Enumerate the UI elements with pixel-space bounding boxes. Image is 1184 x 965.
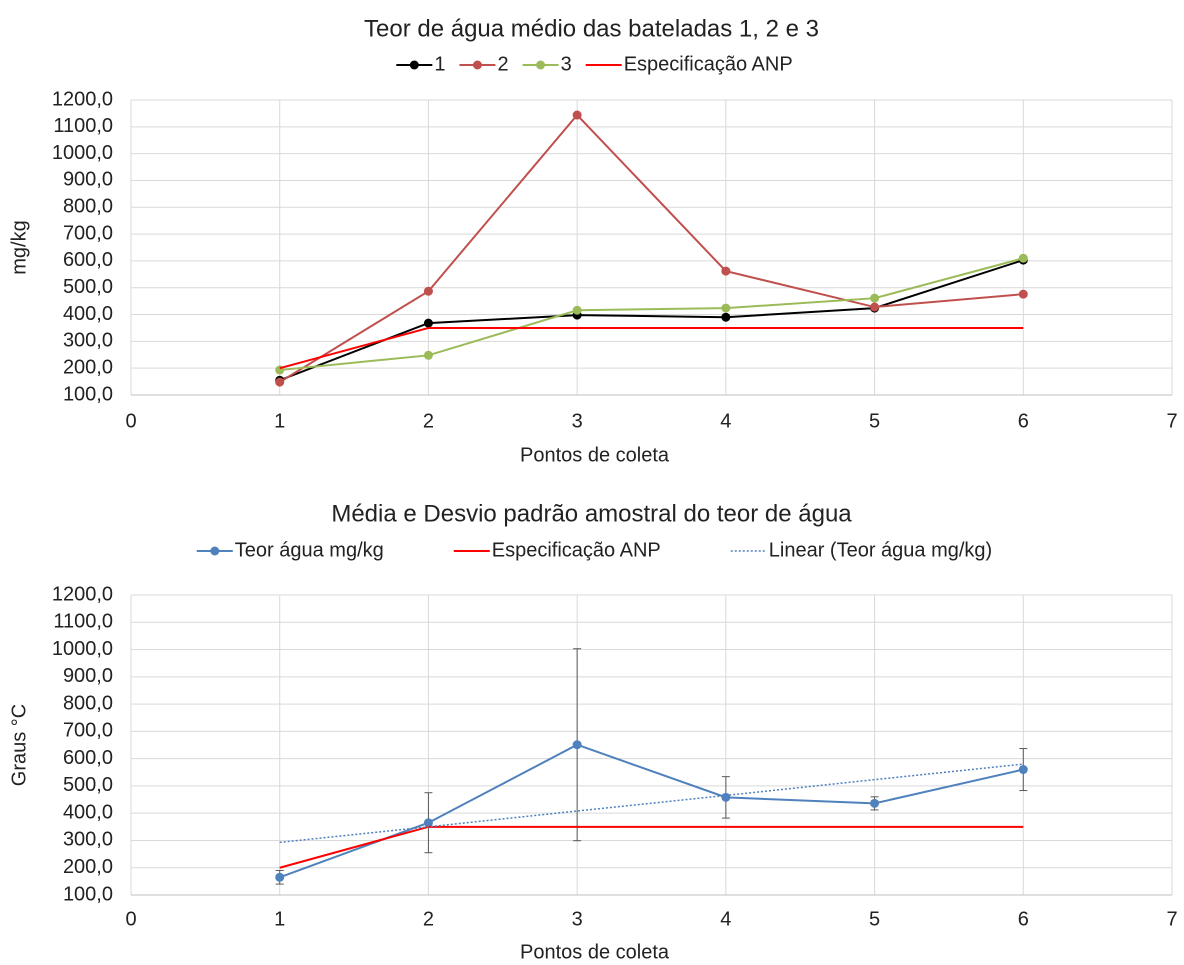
y-tick-label: 100,0 — [63, 883, 113, 905]
data-point — [870, 302, 880, 312]
series-line — [279, 825, 1024, 869]
data-point — [423, 818, 433, 828]
y-tick-label: 900,0 — [63, 169, 113, 191]
y-axis-label: Graus °C — [8, 704, 30, 786]
legend-item: Teor água mg/kg — [196, 539, 384, 561]
legend-marker — [472, 60, 482, 70]
y-tick-label: 400,0 — [63, 801, 113, 823]
y-axis-label: mg/kg — [8, 220, 30, 274]
data-point — [1018, 765, 1028, 775]
series-line — [279, 257, 1024, 372]
y-tick-label: 100,0 — [63, 383, 113, 405]
y-tick-label: 400,0 — [63, 303, 113, 325]
legend-label: 2 — [497, 53, 508, 75]
data-point — [721, 266, 731, 276]
legend-item: Especificação ANP — [453, 539, 661, 561]
legend-label: 3 — [561, 53, 572, 75]
y-tick-label: 800,0 — [63, 196, 113, 218]
y-tick-label: 300,0 — [63, 829, 113, 851]
legend-marker — [536, 60, 546, 70]
y-tick-label: 500,0 — [63, 774, 113, 796]
y-tick-label: 1000,0 — [52, 142, 113, 164]
data-point — [572, 110, 582, 120]
x-tick-label: 2 — [423, 410, 434, 432]
legend-marker — [409, 60, 419, 70]
legend-marker — [210, 546, 220, 556]
y-tick-label: 200,0 — [63, 856, 113, 878]
x-tick-label: 2 — [423, 908, 434, 930]
data-point — [1018, 253, 1028, 263]
data-point — [572, 305, 582, 315]
data-point — [721, 303, 731, 313]
chart-title: Média e Desvio padrão amostral do teor d… — [331, 500, 852, 527]
x-tick-label: 1 — [274, 410, 285, 432]
data-point — [721, 312, 731, 322]
legend-label: 1 — [434, 53, 445, 75]
x-tick-label: 7 — [1166, 410, 1177, 432]
x-tick-label: 7 — [1166, 908, 1177, 930]
data-point — [275, 872, 285, 882]
y-tick-label: 1200,0 — [52, 583, 113, 605]
y-tick-label: 600,0 — [63, 249, 113, 271]
series-line — [279, 743, 1024, 879]
x-tick-label: 4 — [720, 410, 731, 432]
x-tick-label: 1 — [274, 908, 285, 930]
y-tick-label: 600,0 — [63, 747, 113, 769]
y-tick-label: 1100,0 — [53, 611, 113, 633]
x-tick-label: 5 — [869, 908, 880, 930]
legend-label: Especificação ANP — [492, 539, 661, 561]
series-line — [279, 326, 1024, 370]
data-point — [721, 792, 731, 802]
legend-item: Especificação ANP — [585, 53, 793, 75]
data-point — [870, 293, 880, 303]
y-tick-label: 1100,0 — [53, 115, 113, 137]
series-line — [279, 763, 1024, 844]
y-tick-label: 1200,0 — [52, 88, 113, 110]
x-tick-label: 6 — [1018, 908, 1029, 930]
legend: Teor água mg/kg Especificação ANP Linear (… — [196, 539, 992, 561]
chart-title: Teor de água médio das bateladas 1, 2 e … — [364, 15, 819, 42]
y-tick-label: 700,0 — [63, 222, 113, 244]
x-tick-label: 5 — [869, 410, 880, 432]
series-line — [279, 259, 1024, 382]
legend: 1 2 3 Especificação ANP — [396, 53, 793, 75]
y-tick-label: 800,0 — [63, 692, 113, 714]
x-tick-label: 0 — [125, 410, 136, 432]
x-tick-label: 6 — [1018, 410, 1029, 432]
y-tick-label: 300,0 — [63, 330, 113, 352]
y-tick-label: 700,0 — [63, 720, 113, 742]
legend-label: Teor água mg/kg — [235, 539, 384, 561]
legend-item: 3 — [522, 53, 572, 75]
y-tick-label: 900,0 — [63, 665, 113, 687]
data-point — [423, 350, 433, 360]
x-tick-label: 3 — [572, 410, 583, 432]
x-axis-label: Pontos de coleta — [520, 444, 670, 466]
y-tick-label: 200,0 — [63, 356, 113, 378]
legend-label: Especificação ANP — [624, 53, 793, 75]
legend-label: Linear (Teor água mg/kg) — [769, 539, 992, 561]
x-axis-label: Pontos de coleta — [520, 941, 670, 963]
data-point — [423, 286, 433, 296]
y-tick-label: 500,0 — [63, 276, 113, 298]
data-point — [870, 798, 880, 808]
data-point — [1018, 289, 1028, 299]
data-point — [275, 377, 285, 387]
legend-item: Linear (Teor água mg/kg) — [730, 539, 992, 561]
x-tick-label: 0 — [125, 908, 136, 930]
y-tick-label: 1000,0 — [52, 638, 113, 660]
x-tick-label: 4 — [720, 908, 731, 930]
x-tick-label: 3 — [572, 908, 583, 930]
legend-item: 1 — [396, 53, 445, 75]
legend-item: 2 — [459, 53, 509, 75]
data-point — [423, 318, 433, 328]
series-line — [279, 113, 1024, 383]
data-point — [572, 740, 582, 750]
